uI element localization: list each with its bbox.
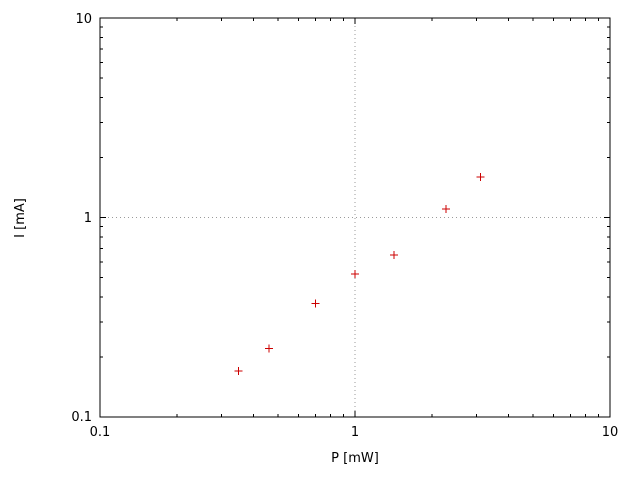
data-point: [476, 172, 485, 181]
y-tick-label-bottom: 0.1: [71, 410, 92, 425]
y-tick-label-top: 10: [75, 12, 92, 27]
plot-area: [99, 17, 611, 418]
x-tick-label-mid: 1: [351, 425, 359, 440]
x-tick-label-right: 10: [602, 425, 619, 440]
data-point: [441, 205, 450, 214]
x-axis-title: P [mW]: [331, 451, 379, 466]
data-point: [351, 270, 359, 279]
data-point: [265, 344, 274, 353]
x-tick-label-left: 0.1: [90, 425, 111, 440]
data-point: [234, 367, 243, 376]
data-point: [389, 250, 398, 259]
data-point: [311, 299, 320, 308]
y-tick-label-mid: 1: [84, 211, 92, 226]
y-axis-title: I [mA]: [13, 198, 28, 238]
